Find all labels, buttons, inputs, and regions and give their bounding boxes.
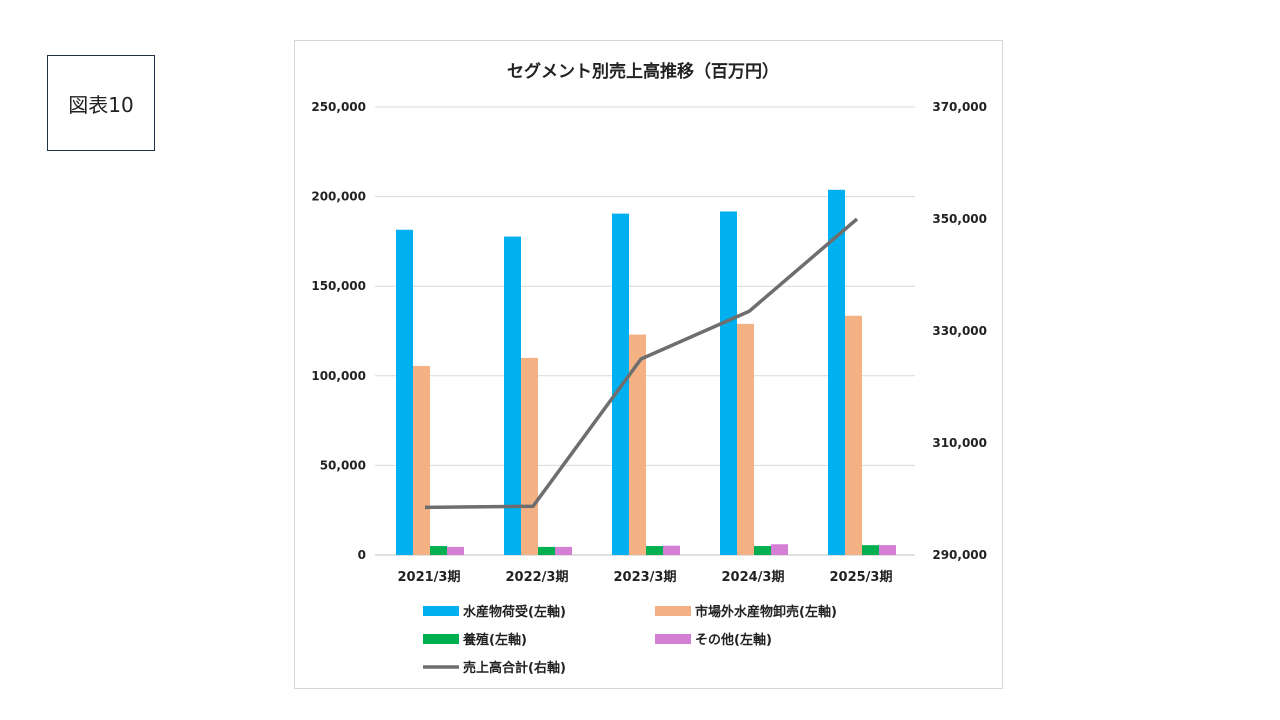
legend-label: 養殖(左軸) [462,632,527,648]
bar-3-2024/3期 [754,546,771,555]
bar-2-2021/3期 [413,365,430,555]
left-tick-label: 250,000 [311,100,366,114]
legend: 水産物荷受(左軸) 市場外水産物卸売(左軸) 養殖(左軸) その他(左軸) 売上高合計(… [423,604,837,676]
bar-1-2021/3期 [396,229,413,555]
right-tick-label: 290,000 [932,548,987,562]
left-tick-label: 0 [358,548,366,562]
legend-label: 売上高合計(右軸) [463,660,566,676]
right-y-axis: 290,000 310,000 330,000 350,000 370,000 [932,100,987,562]
x-tick-label: 2023/3期 [614,570,677,585]
legend-label: 市場外水産物卸売(左軸) [695,604,837,620]
left-tick-label: 150,000 [311,279,366,293]
legend-swatch [655,606,691,616]
left-tick-label: 100,000 [311,369,366,383]
bar-1-2025/3期 [828,189,845,555]
legend-swatch [423,634,459,644]
bar-1-2024/3期 [720,211,737,555]
bar-2-2023/3期 [629,334,646,555]
bar-2-2022/3期 [521,357,538,555]
figure-label: 図表10 [47,55,155,151]
bar-3-2022/3期 [538,546,555,555]
bar-4-2023/3期 [663,545,680,555]
right-tick-label: 350,000 [932,212,987,226]
bar-4-2022/3期 [555,546,572,555]
bar-series [396,189,896,556]
chart-title: セグメント別売上高推移（百万円） [507,61,779,82]
legend-swatch [423,606,459,616]
line-series [424,217,859,510]
bar-3-2021/3期 [430,546,447,555]
right-tick-label: 370,000 [932,100,987,114]
segment-sales-chart: セグメント別売上高推移（百万円） 0 50,000 100,000 150,000 20… [311,61,987,676]
x-axis: 2021/3期 2022/3期 2023/3期 2024/3期 2025/3期 [398,570,893,585]
bar-2-2024/3期 [737,323,754,555]
x-tick-label: 2025/3期 [830,570,893,585]
right-tick-label: 310,000 [932,436,987,450]
x-tick-label: 2024/3期 [722,570,785,585]
chart-container: セグメント別売上高推移（百万円） 0 50,000 100,000 150,000 20… [294,40,1003,689]
bar-4-2024/3期 [771,544,788,555]
x-tick-label: 2021/3期 [398,570,461,585]
bar-1-2022/3期 [504,236,521,556]
right-tick-label: 330,000 [932,324,987,338]
bar-2-2025/3期 [845,315,862,555]
legend-swatch [655,634,691,644]
bar-4-2021/3期 [447,546,464,555]
bar-3-2025/3期 [862,545,879,555]
x-tick-label: 2022/3期 [506,570,569,585]
legend-label: その他(左軸) [695,632,772,648]
left-y-axis: 0 50,000 100,000 150,000 200,000 250,000 [311,100,366,562]
legend-label: 水産物荷受(左軸) [463,604,566,620]
bar-3-2023/3期 [646,546,663,555]
bar-4-2025/3期 [879,545,896,555]
left-tick-label: 50,000 [320,458,366,472]
left-tick-label: 200,000 [311,190,366,204]
